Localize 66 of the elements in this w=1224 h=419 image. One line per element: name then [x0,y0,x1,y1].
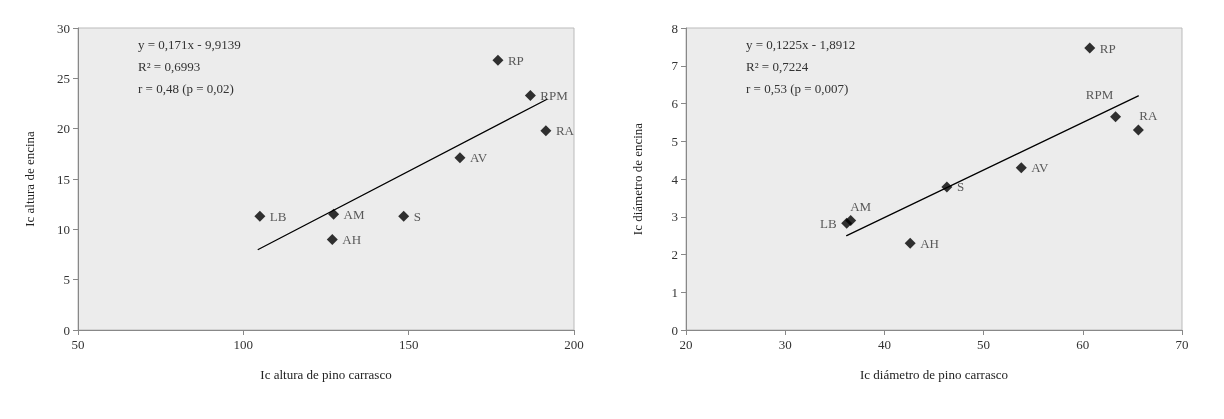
annotation: RA [555,123,575,139]
point [524,89,536,101]
x-tick-label: 150 [398,337,419,352]
y-tick-label: 8 [671,20,678,36]
y-tick-label: 30 [57,20,70,36]
point [1132,124,1144,136]
y-axis-title: Ic diámetro de encina [630,122,645,236]
point [454,152,466,164]
y-axis-title: Ic altura de encina [22,130,37,227]
point [398,210,410,222]
y-tick-label: 0 [63,322,70,338]
point [492,54,504,66]
x-tick-label: 50 [71,337,85,352]
y-tick-label: 4 [671,171,679,187]
y-tick-label: 25 [57,70,70,86]
annotation: r = 0,48 (p = 0,02) [138,81,234,96]
point [540,125,552,137]
point [254,210,266,222]
point [941,181,953,193]
y-tick-label: 3 [671,209,678,225]
y-tick-label: 5 [671,133,678,149]
point [904,237,916,249]
x-tick-label: 50 [977,337,991,352]
annotation: y = 0,171x - 9,9139 [138,37,241,52]
x-tick-label: 30 [778,337,792,352]
point [326,233,338,245]
annotation: RP [507,52,524,68]
y-tick-label: 10 [57,221,70,237]
annotation: R² = 0,6993 [138,59,201,74]
annotation: RA [1139,107,1158,123]
y-tick-label: 20 [57,121,70,137]
x-axis-title: Ic altura de pino carrasco [260,367,392,382]
point [1084,42,1096,54]
point [1015,162,1027,174]
annotation: R² = 0,7224 [746,59,809,74]
annotation: LB [820,215,838,231]
y-tick-label: 2 [671,247,678,262]
annotation: r = 0,53 (p = 0,007) [746,81,849,96]
y-tick-label: 0 [671,322,678,338]
annotation: RPM [1085,86,1114,102]
point [328,208,340,220]
x-axis-title: Ic diámetro de pino carrasco [860,367,1008,382]
annotation: LB [269,208,287,224]
annotation: S [956,179,965,195]
annotation: S [413,208,421,224]
annotation: RPM [540,87,569,103]
y-tick-label: 6 [671,96,679,111]
x-tick-label: 70 [1175,337,1189,352]
y-tick-label: 7 [671,58,679,74]
x-tick-label: 200 [564,337,584,352]
y-tick-label: 5 [63,272,70,288]
y-tick-label: 1 [671,284,678,300]
annotation: y = 0,1225x - 1,8912 [746,37,856,52]
x-tick-label: 100 [233,337,254,352]
annotation: AH [920,235,939,251]
point [845,215,857,227]
annotation: RP [1099,40,1116,56]
annotation: AV [1031,160,1050,176]
x-tick-label: 60 [1076,337,1090,352]
annotation: AV [469,150,488,166]
annotation: AM [850,198,872,214]
y-tick-label: 15 [57,171,70,187]
annotation: AM [343,206,365,222]
annotation: AH [342,231,362,247]
x-tick-label: 40 [877,337,891,352]
point [1110,111,1122,123]
